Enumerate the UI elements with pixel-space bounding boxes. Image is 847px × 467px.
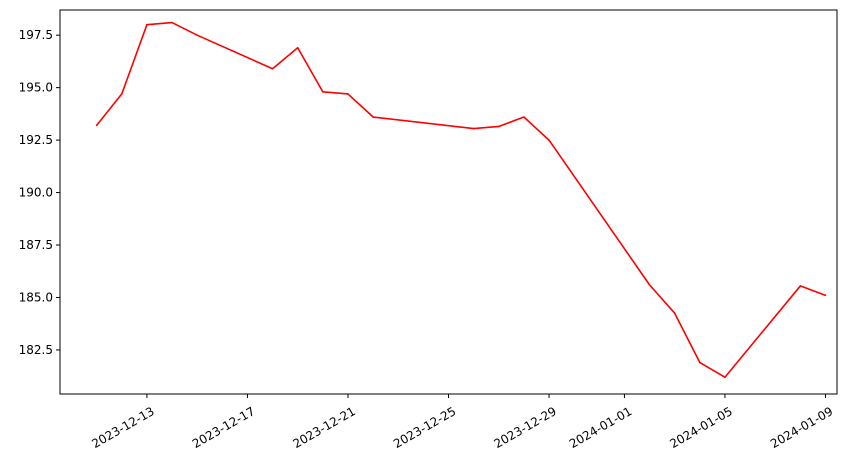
- y-tick-label: 185.0: [19, 290, 53, 304]
- series-line: [96, 21, 826, 379]
- data-point: [799, 285, 802, 287]
- data-point: [472, 127, 475, 130]
- data-point: [673, 312, 676, 315]
- y-tick-label: 182.5: [19, 343, 53, 357]
- data-point: [171, 21, 173, 24]
- series-layer: [95, 21, 827, 379]
- y-tick-label: 197.5: [19, 28, 53, 42]
- data-point: [497, 125, 500, 128]
- data-point: [523, 116, 525, 118]
- data-point: [196, 34, 198, 36]
- data-point: [296, 46, 299, 49]
- y-axis: 182.5 185.0 187.5 190.0 192.5 195.0 197.5: [19, 28, 60, 357]
- data-point: [322, 91, 324, 93]
- data-point: [548, 139, 550, 141]
- data-point: [347, 93, 349, 95]
- data-point: [648, 284, 651, 286]
- y-tick-label: 195.0: [19, 81, 53, 95]
- data-point: [120, 93, 123, 95]
- data-point: [824, 294, 827, 297]
- y-tick-label: 192.5: [19, 133, 53, 147]
- y-tick-label: 190.0: [19, 186, 53, 200]
- y-tick-label: 187.5: [19, 238, 53, 252]
- data-point: [724, 376, 726, 379]
- data-point: [699, 361, 701, 364]
- data-point: [372, 116, 374, 118]
- data-point: [271, 67, 274, 70]
- data-point: [146, 23, 148, 26]
- data-point: [95, 124, 98, 127]
